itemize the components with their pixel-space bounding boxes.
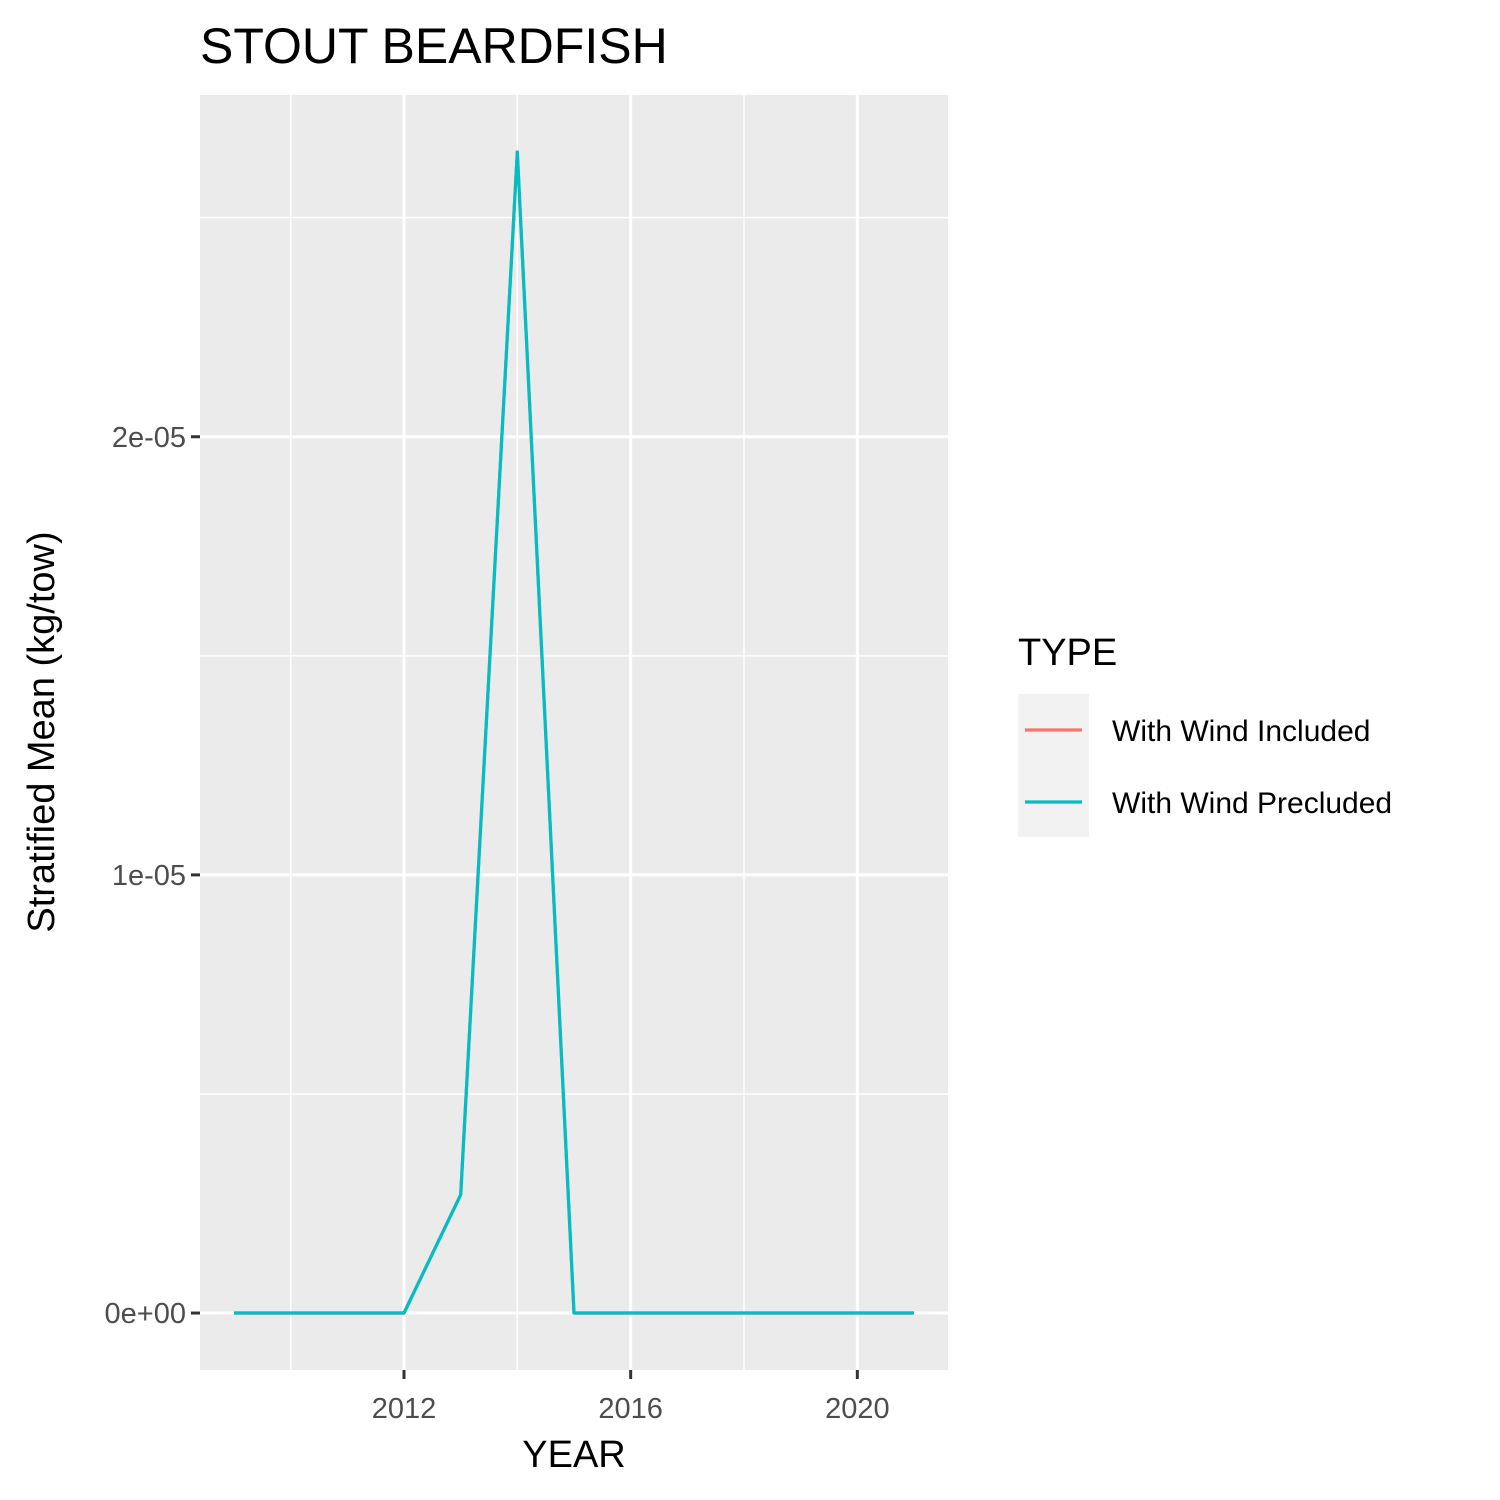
legend-label-1: With Wind Precluded	[1112, 787, 1392, 820]
y-axis-title: Stratified Mean (kg/tow)	[21, 531, 63, 932]
series-lines	[234, 150, 914, 1315]
legend-label-0: With Wind Included	[1112, 715, 1370, 748]
legend-title: TYPE	[1018, 632, 1117, 674]
chart-title: STOUT BEARDFISH	[200, 18, 668, 74]
legend-items: With Wind Included With Wind Precluded	[1025, 715, 1392, 820]
y-tick-label: 1e-05	[112, 860, 186, 892]
y-tick-label: 0e+00	[105, 1298, 186, 1330]
minor-gridlines	[200, 95, 948, 1370]
y-tick-label: 2e-05	[112, 422, 186, 454]
y-axis: 0e+00 1e-05 2e-05	[105, 422, 200, 1330]
x-axis: 2012 2016 2020	[372, 1370, 890, 1425]
x-tick-label: 2020	[825, 1393, 890, 1425]
plot-panel	[200, 95, 948, 1370]
x-tick-label: 2012	[372, 1393, 437, 1425]
x-axis-title: YEAR	[522, 1434, 625, 1476]
legend: TYPE With Wind Included With Wind Preclud…	[1018, 632, 1392, 837]
legend-key-background	[1018, 694, 1089, 837]
x-tick-label: 2016	[598, 1393, 663, 1425]
series-line-1	[234, 150, 914, 1315]
